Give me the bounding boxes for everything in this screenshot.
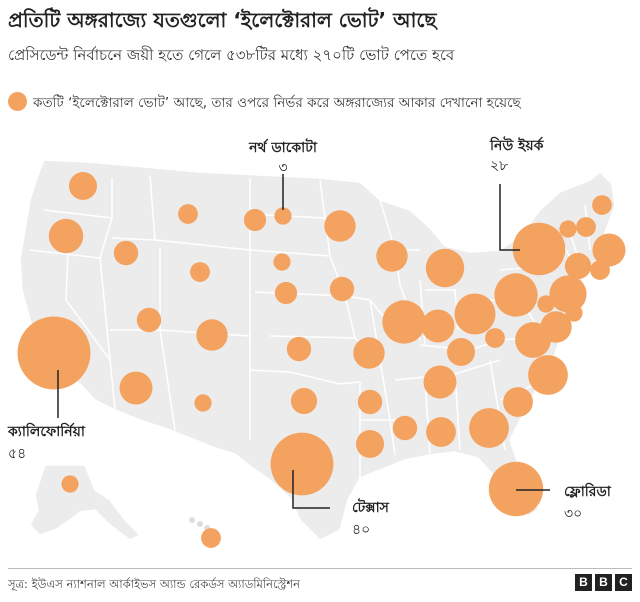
bubble-wa xyxy=(48,218,84,254)
state-shapes xyxy=(19,159,616,543)
bubble-nj xyxy=(549,275,587,313)
bubble-ok xyxy=(290,387,318,415)
bubble-hi xyxy=(201,528,221,548)
bubble-me xyxy=(592,195,612,215)
bubble-ca xyxy=(17,316,91,390)
callout-labels: নর্থ ডাকোটা ৩ নিউ ইয়র্ক ২৮ ক্যালিফোর্নিয়া ৫… xyxy=(7,136,612,538)
bubble-wy xyxy=(194,394,212,412)
bubble-dc xyxy=(537,295,555,313)
bubble-ma xyxy=(592,233,626,267)
legend-text: কতটি ‘ইলেক্টোরাল ভোট’ আছে, তার ওপরে নির্… xyxy=(33,95,521,111)
callout-state-name: ফ্লোরিডা xyxy=(564,482,612,500)
leader-line xyxy=(292,470,330,509)
bubble-tn xyxy=(423,365,457,399)
bubble-ar xyxy=(357,389,383,415)
callout-vote-count: ২৮ xyxy=(490,158,508,174)
bubble-ak xyxy=(61,475,79,493)
bubble-ky xyxy=(447,338,475,366)
callout-state-name: টেক্সাস xyxy=(352,498,390,516)
bubble-nd xyxy=(274,207,292,225)
bubble-id xyxy=(178,204,198,224)
bubble-nm xyxy=(243,208,267,232)
bbc-logo-letter: C xyxy=(615,574,632,591)
bubble-ut xyxy=(136,307,162,333)
bubble-az xyxy=(119,371,153,405)
bubble-ga xyxy=(469,408,509,448)
callout-vote-count: ৩০ xyxy=(564,506,582,522)
bubble-ms xyxy=(392,415,418,441)
callout-state-name: নর্থ ডাকোটা xyxy=(248,138,318,156)
bbc-logo-letter: B xyxy=(595,574,612,591)
bubble-ct xyxy=(564,252,592,280)
bubble-al xyxy=(426,417,456,447)
bubble-ne xyxy=(274,281,298,305)
bbc-logo: B B C xyxy=(575,574,632,591)
bubble-mi xyxy=(425,248,465,288)
page-subtitle: প্রেসিডেন্ট নির্বাচনে জয়ী হতে গেলে ৫৩৮ট… xyxy=(8,46,455,64)
bubble-ks xyxy=(286,336,312,362)
bubble-nv xyxy=(113,240,139,266)
bubble-mo xyxy=(353,337,385,369)
leader-line xyxy=(499,184,520,251)
bubble-co xyxy=(196,319,228,351)
bubble-tx xyxy=(270,432,334,496)
callout-vote-count: ৫৪ xyxy=(8,446,26,462)
bubble-or xyxy=(69,172,97,200)
bubble-vt xyxy=(559,220,577,238)
source-note: সূত্র: ইউএস ন্যাশনাল আর্কাইভস অ্যান্ড রে… xyxy=(8,577,301,591)
bubble-mn xyxy=(324,210,356,242)
bubble-wi xyxy=(376,240,408,272)
bbc-logo-letter: B xyxy=(575,574,592,591)
page-title: প্রতিটি অঙ্গরাজ্যে যতগুলো ‘ইলেক্টোরাল ভো… xyxy=(8,8,437,32)
bubble-ny xyxy=(512,222,566,276)
bubble-in xyxy=(421,309,455,343)
bubble-nh xyxy=(576,217,596,237)
bubble-pa xyxy=(494,273,538,317)
bubble-oh xyxy=(454,293,496,335)
bubble-il xyxy=(382,300,426,344)
bubble-wv xyxy=(485,328,505,348)
callout-vote-count: ৪০ xyxy=(352,522,370,538)
callout-leader-lines xyxy=(57,174,550,509)
bubble-md xyxy=(540,311,572,343)
bubble-mt xyxy=(190,262,210,282)
footer-divider xyxy=(8,568,632,569)
bubble-la xyxy=(356,430,384,458)
callout-state-name: নিউ ইয়র্ক xyxy=(489,136,545,154)
legend: কতটি ‘ইলেক্টোরাল ভোট’ আছে, তার ওপরে নির্… xyxy=(8,92,632,113)
alaska-shape xyxy=(29,464,142,541)
electoral-vote-bubbles xyxy=(17,172,626,548)
bubble-fl xyxy=(488,461,544,517)
bubble-ia xyxy=(329,276,355,302)
callout-vote-count: ৩ xyxy=(278,160,287,176)
bubble-sd xyxy=(273,253,291,271)
bubble-sc xyxy=(503,387,533,417)
bubble-nc xyxy=(528,355,568,395)
legend-bubble-icon xyxy=(8,92,27,111)
callout-state-name: ক্যালিফোর্নিয়া xyxy=(7,422,86,440)
